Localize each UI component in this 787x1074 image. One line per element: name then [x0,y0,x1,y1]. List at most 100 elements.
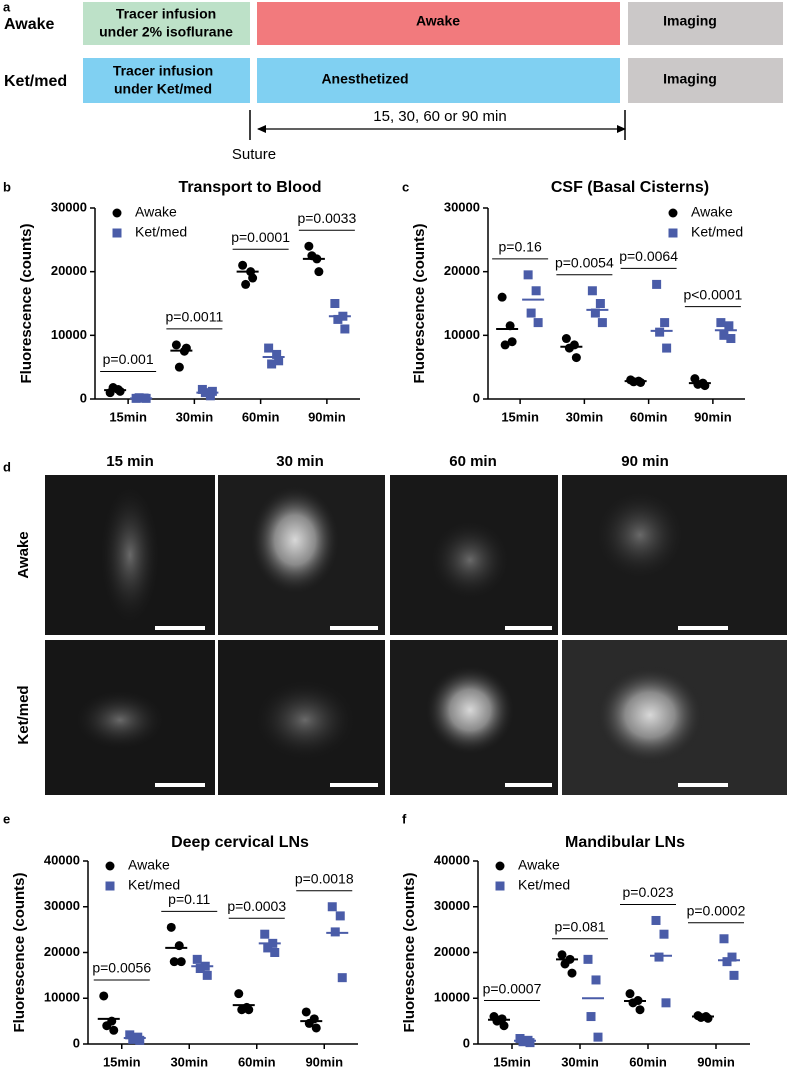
point [192,954,202,964]
x-tick-label: 30min [170,1054,208,1069]
legend-label: Awake [128,857,170,873]
box [257,2,620,45]
row-header: Ket/med [15,685,32,744]
point [248,273,258,283]
point [500,340,510,350]
timeline: Awake Tracer infusion under 2% isofluran… [4,2,783,103]
point [333,314,343,324]
y-tick-label: 20000 [444,263,480,278]
point [726,334,736,344]
point [207,386,217,396]
legend-label: Awake [518,857,560,873]
point [330,299,340,308]
point [174,362,184,372]
point [109,1025,119,1035]
legend-label: Ket/med [691,224,743,240]
point [171,340,181,350]
x-tick-label: 15min [109,409,147,424]
y-tick-label: 20000 [44,944,80,959]
point [244,1005,254,1015]
legend-marker [668,208,678,218]
suture-label: Suture [232,146,276,163]
x-tick-label: 90min [308,409,346,424]
x-tick-label: 15min [493,1054,531,1069]
y-tick-label: 10000 [51,327,87,342]
column-header: 15 min [106,453,154,470]
chart-title: CSF (Basal Cisterns) [551,179,709,196]
point [523,270,533,280]
box [628,58,783,103]
panel-label: a [3,0,11,14]
point [590,308,600,318]
p-value: p=0.023 [623,884,674,900]
y-tick-label: 40000 [44,852,80,867]
legend-label: Ket/med [518,877,570,893]
box-text: Tracer infusion [113,63,213,79]
x-tick-label: 60min [629,1054,667,1069]
point [311,1023,321,1033]
box-text: Awake [416,13,460,29]
column-header: 30 min [276,453,324,470]
point [507,337,517,347]
y-tick-label: 20000 [51,263,87,278]
point [571,353,581,363]
point [564,343,574,353]
point [561,334,571,344]
legend-marker [668,228,678,238]
point [662,343,672,353]
point [241,279,251,289]
x-tick-label: 60min [242,409,280,424]
point [237,1005,247,1015]
point [238,260,248,270]
p-value: p=0.0003 [227,898,286,914]
x-tick-label: 60min [630,409,668,424]
point [337,973,347,983]
y-tick-label: 0 [80,390,87,405]
y-tick-label: 30000 [44,898,80,913]
chart-title: Deep cervical LNs [171,834,309,851]
point [274,356,284,366]
point [651,915,661,925]
point [526,308,536,318]
point [636,377,646,387]
point [652,279,662,289]
y-tick-label: 10000 [44,990,80,1005]
y-tick-label: 30000 [444,199,480,214]
y-tick-label: 10000 [434,990,470,1005]
point [729,970,739,980]
x-tick-label: 30min [566,409,604,424]
box-text: under 2% isoflurane [99,24,233,40]
point [567,968,577,978]
x-tick-label: 60min [238,1054,276,1069]
p-value: p=0.0056 [92,960,151,976]
point [499,1021,509,1031]
p-value: p=0.081 [555,918,606,934]
x-tick-label: 90min [694,409,732,424]
point [525,1038,535,1048]
point [595,299,605,308]
point [719,934,729,944]
point [655,327,665,337]
y-tick-label: 30000 [434,898,470,913]
box-text: Imaging [663,71,717,87]
point [625,989,635,999]
y-tick-label: 0 [463,1035,470,1050]
point [591,975,601,985]
legend-label: Ket/med [135,224,187,240]
legend-marker [112,228,122,238]
point [195,964,205,974]
micrograph-signal [430,520,510,600]
p-value: p=0.0002 [687,902,746,918]
point [304,241,314,251]
row-label: Awake [4,16,55,33]
box-text: Imaging [663,13,717,29]
point [260,929,270,939]
box-text: Anesthetized [321,71,408,87]
micrograph-signal [255,680,355,760]
y-axis-label: Fluorescence (counts) [18,223,35,383]
x-tick-label: 30min [176,409,214,424]
micrograph-signal [75,690,165,750]
row-label: Ket/med [4,73,67,90]
point [166,922,176,932]
